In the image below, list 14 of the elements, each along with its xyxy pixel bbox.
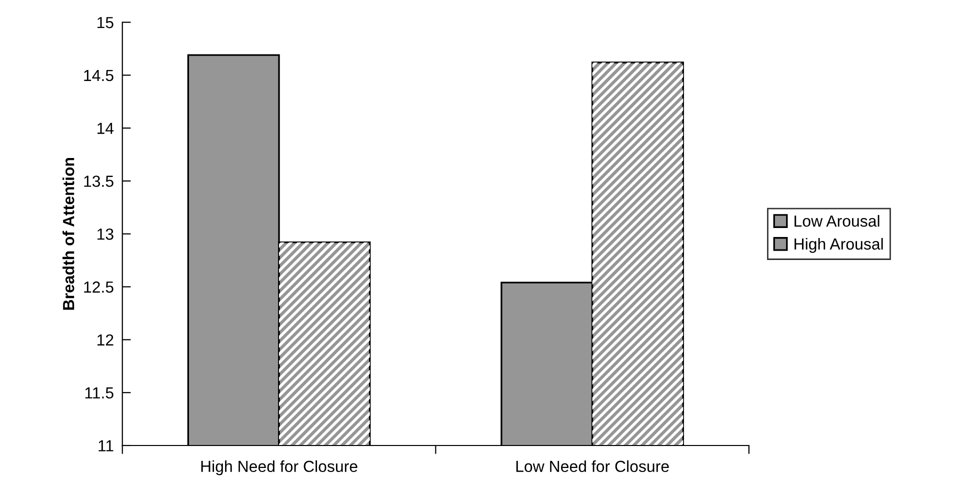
legend-label: Low Arousal: [794, 215, 880, 227]
y-tick-label: 13.5: [84, 176, 114, 187]
y-tick-label: 12.5: [84, 281, 114, 293]
x-tick-label: High Need for Closure: [201, 460, 358, 476]
y-axis-title: Breadth of Attention: [62, 158, 74, 310]
legend-label: High Arousal: [794, 238, 883, 253]
y-tick-label: 11.5: [85, 387, 114, 399]
x-tick-label: Low Need for Closure: [516, 460, 669, 472]
y-tick-label: 11: [98, 440, 114, 452]
y-tick-label: 14: [97, 122, 114, 134]
y-tick-label: 14.5: [84, 70, 114, 82]
y-tick-label: 12: [97, 334, 114, 346]
y-tick-label: 13: [97, 228, 114, 240]
y-tick-label: 15: [97, 17, 114, 28]
